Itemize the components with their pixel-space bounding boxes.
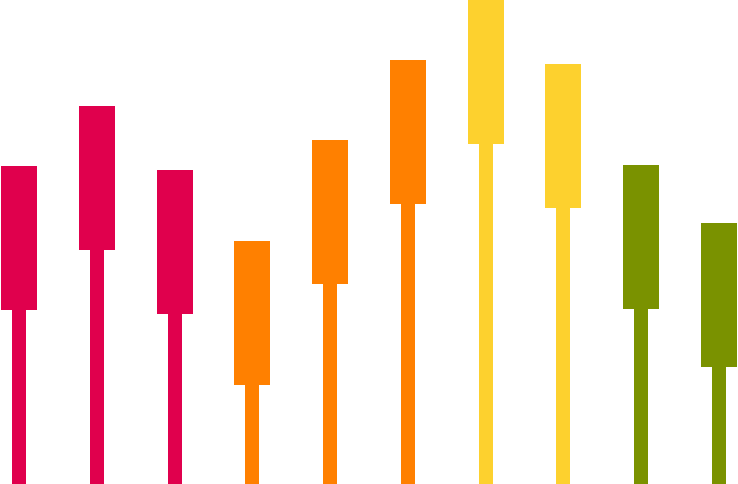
bar-4 — [234, 241, 270, 484]
bar-stem — [401, 203, 415, 484]
bar-2 — [79, 106, 115, 484]
bar-stem — [712, 366, 726, 484]
bar-9 — [623, 165, 659, 484]
bar-stem — [634, 308, 648, 484]
bar-block — [468, 0, 504, 144]
bar-block — [234, 241, 270, 385]
bar-block — [157, 170, 193, 314]
bar-stem — [479, 143, 493, 484]
bar-stem — [90, 249, 104, 484]
bar-10 — [701, 223, 737, 484]
bar-3 — [157, 170, 193, 484]
bar-block — [312, 140, 348, 284]
bar-stem — [556, 207, 570, 484]
bar-stem — [323, 283, 337, 484]
bar-8 — [545, 64, 581, 484]
bar-5 — [312, 140, 348, 484]
bar-block — [701, 223, 737, 367]
bar-7 — [468, 0, 504, 484]
bar-block — [1, 166, 37, 310]
bar-6 — [390, 60, 426, 484]
bar-1 — [1, 166, 37, 484]
bar-stem — [12, 309, 26, 484]
bar-block — [545, 64, 581, 208]
bar-block — [623, 165, 659, 309]
bar-block — [79, 106, 115, 250]
bar-stem — [168, 313, 182, 484]
bar-block — [390, 60, 426, 204]
bar-stem — [245, 384, 259, 484]
